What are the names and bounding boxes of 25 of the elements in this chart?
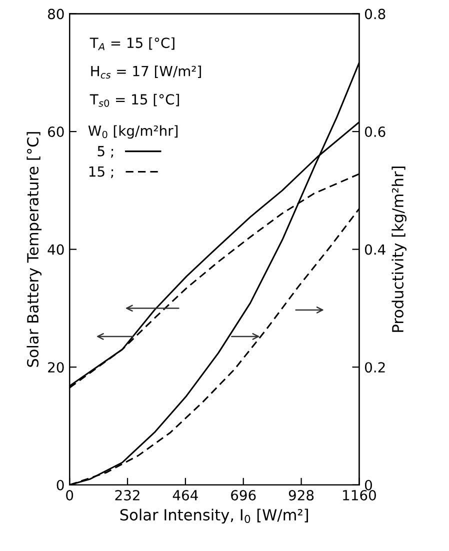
legend-title: W$_{0}$ [kg/m²hr] (88, 125, 178, 139)
y2-tick-label: 0.6 (364, 126, 386, 138)
y-tick-label: 80 (48, 8, 64, 20)
y2-tick-label: 0.8 (364, 8, 386, 20)
annotation: H$_{cs}$ = 17 [W/m²] (91, 66, 201, 79)
x-tick-label: 928 (288, 490, 314, 500)
y2-tick-label: 0.2 (364, 362, 385, 373)
x-tick-label: 1160 (343, 490, 376, 500)
x-tick-label: 696 (231, 490, 256, 500)
x-axis-title: Solar Intensity, I$_{0}$ [W/m²] (120, 508, 308, 524)
annotation: T$_{s0}$ = 15 [°C] (90, 94, 179, 107)
legend-label: 15 ; (89, 166, 114, 178)
y2-tick-label: 0.4 (364, 244, 386, 255)
x-tick-label: 0 (66, 490, 74, 500)
x-tick-label: 464 (172, 490, 198, 500)
legend-label: 5 ; (98, 146, 114, 158)
x-tick-label: 232 (115, 490, 140, 500)
y-tick-label: 60 (48, 126, 64, 138)
y-axis-title: Solar Battery Temperature [°C] (26, 132, 42, 367)
annotation: T$_{A}$ = 15 [°C] (90, 37, 174, 50)
y2-axis-title: Productivity [kg/m²hr] (392, 166, 406, 332)
y-tick-label: 20 (48, 362, 64, 373)
y2-tick-label: 0 (364, 480, 372, 490)
y-tick-label: 0 (56, 480, 64, 490)
y-tick-label: 40 (48, 244, 64, 255)
